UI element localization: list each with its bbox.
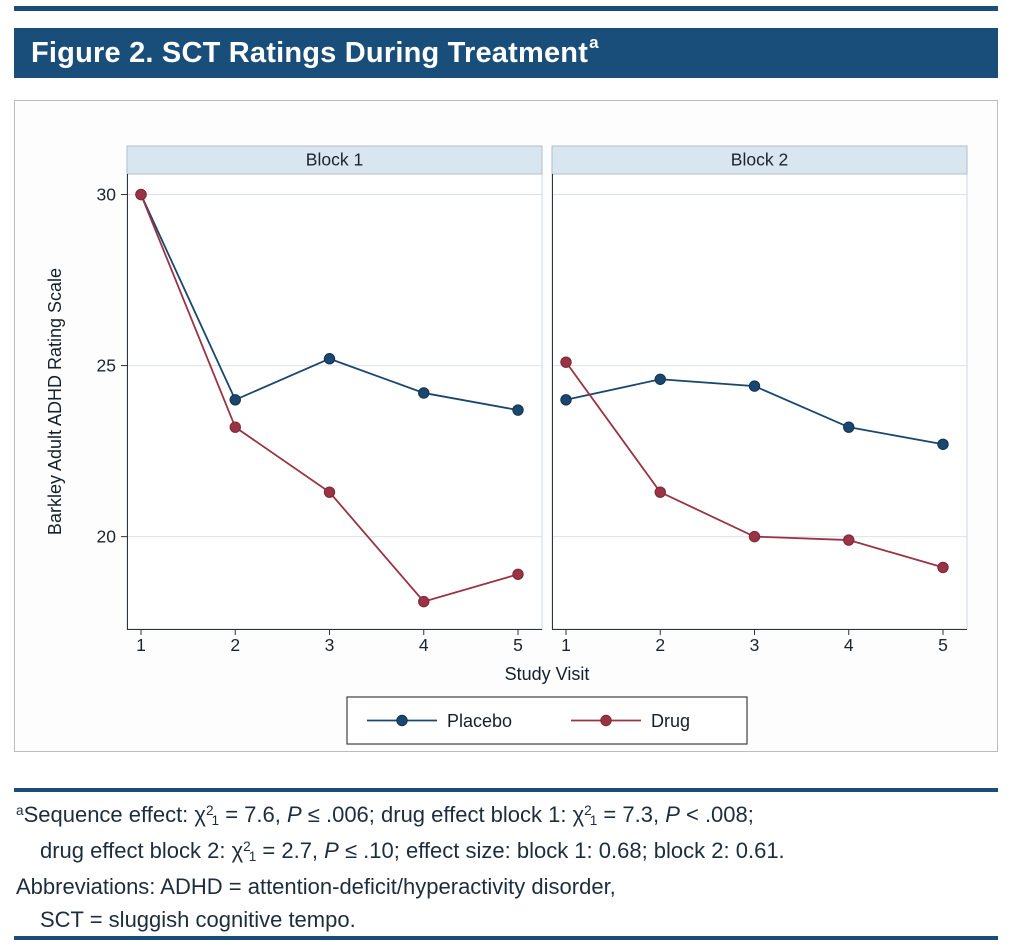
- x-tick-label: 5: [513, 635, 523, 655]
- drug-marker: [748, 530, 761, 543]
- drug-markers: [135, 188, 524, 608]
- legend-marker-placebo: [396, 714, 408, 727]
- placebo-marker: [323, 353, 336, 365]
- drug-marker: [843, 534, 855, 546]
- x-tick-label: 2: [655, 635, 665, 655]
- x-tick-label: 1: [136, 635, 146, 655]
- y-tick-label: 25: [97, 356, 116, 376]
- x-tick-label: 3: [325, 635, 335, 655]
- footnotes: aSequence effect: χ21 = 7.6, P ≤ .006; d…: [16, 798, 998, 936]
- drug-marker: [937, 561, 949, 574]
- bottom-rule: [14, 936, 998, 940]
- footnote-line: SCT = sluggish cognitive tempo.: [40, 907, 356, 932]
- panel-title: Block 1: [306, 150, 363, 170]
- x-axis-title: Study Visit: [505, 664, 590, 684]
- panel-header-band: [126, 145, 543, 175]
- placebo-marker: [654, 373, 666, 385]
- y-tick-label: 30: [97, 185, 117, 205]
- panel-header-band: [551, 145, 968, 175]
- x-tick-label: 1: [561, 635, 571, 655]
- placebo-marker: [512, 404, 524, 416]
- placebo-markers: [560, 373, 949, 450]
- x-tick-label: 4: [419, 635, 429, 655]
- drug-marker: [135, 188, 147, 201]
- x-tick-label: 5: [938, 635, 948, 655]
- footnote-divider-rule: [14, 788, 998, 792]
- drug-markers: [560, 356, 949, 574]
- x-tick-label: 3: [750, 635, 760, 655]
- placebo-marker: [418, 387, 430, 399]
- footnote-line: aSequence effect: χ21 = 7.6, P ≤ .006; d…: [16, 802, 754, 829]
- x-tick-label: 2: [230, 635, 240, 655]
- x-tick-label: 4: [844, 635, 854, 655]
- placebo-marker: [560, 394, 572, 406]
- footnote-line: Abbreviations: ADHD = attention-deficit/…: [16, 874, 616, 899]
- placebo-markers: [135, 188, 524, 416]
- figure-title-bar: Figure 2. SCT Ratings During Treatment a: [14, 28, 998, 78]
- figure-title: Figure 2. SCT Ratings During Treatment: [31, 36, 589, 69]
- placebo-marker: [937, 438, 949, 450]
- y-tick-label: 20: [97, 527, 117, 547]
- plot-area: [551, 173, 968, 630]
- drug-marker: [323, 486, 336, 498]
- plot-area: [126, 173, 543, 630]
- drug-marker: [229, 421, 241, 433]
- drug-marker: [654, 486, 666, 498]
- figure-title-superscript: a: [589, 33, 599, 52]
- drug-marker: [418, 595, 430, 608]
- placebo-marker: [843, 421, 855, 433]
- placebo-marker: [229, 394, 241, 406]
- drug-marker: [560, 356, 572, 368]
- chart-figure: Block 1 20 25 30 1 2 3 4 5 Block 2 1 2 3 4 5 Barkley Ad…: [14, 100, 998, 752]
- panel-title: Block 2: [731, 150, 788, 170]
- placebo-marker: [748, 380, 761, 392]
- legend-label-placebo: Placebo: [447, 711, 512, 731]
- sct-ratings-chart: Block 1 20 25 30 1 2 3 4 5 Block 2 1 2 3 4 5 Barkley Ad…: [45, 145, 968, 745]
- top-rule: [14, 6, 998, 11]
- y-axis-title: Barkley Adult ADHD Rating Scale: [45, 268, 65, 535]
- legend-label-drug: Drug: [651, 711, 690, 731]
- legend-marker-drug: [600, 714, 612, 727]
- footnote-line: drug effect block 2: χ21 = 2.7, P ≤ .10;…: [40, 838, 785, 865]
- drug-marker: [512, 568, 524, 580]
